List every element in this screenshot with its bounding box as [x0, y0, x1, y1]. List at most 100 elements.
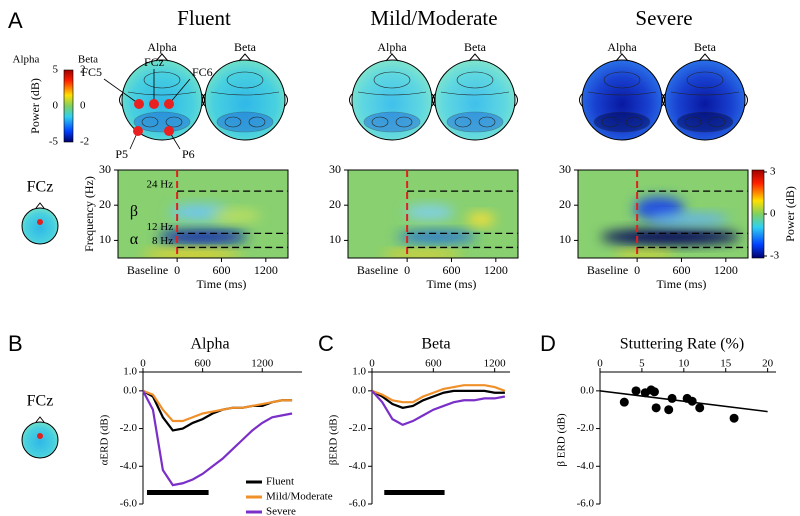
x-tick-label: 0 [597, 358, 603, 370]
topo-contour [371, 116, 389, 128]
x-tick-label: 0 [404, 263, 410, 277]
spectrogram-frame [347, 169, 519, 259]
topo-ear [744, 93, 748, 107]
topoplot [434, 59, 516, 141]
topo-ear [202, 93, 206, 107]
power-blob [648, 213, 729, 226]
scatter-point [649, 387, 659, 397]
y-tick-label: 0.0 [352, 384, 366, 396]
scatter-point [619, 397, 629, 407]
group-title: Mild/Moderate [370, 6, 497, 30]
topo-ear [349, 93, 353, 107]
y-tick-label: 20 [99, 197, 111, 211]
topo-title: Beta [694, 40, 717, 54]
group-title: Severe [635, 6, 692, 30]
legend-label: Fluent [266, 476, 294, 488]
electrode-label: FC6 [192, 65, 213, 79]
y-tick-label: -4.0 [349, 460, 367, 472]
topo-contour [226, 71, 264, 89]
topo-title: Alpha [607, 40, 637, 54]
electrode-dot [133, 126, 143, 136]
topo-contour [686, 71, 724, 89]
colorbar-title: Alpha [13, 54, 40, 66]
topo-contour [587, 91, 657, 96]
x-tick-label: 0 [634, 263, 640, 277]
y-tick-label: -4.0 [120, 460, 138, 472]
scatter-point [631, 386, 641, 396]
y-tick-label: -4.0 [577, 460, 595, 472]
topo-contour [143, 71, 181, 89]
topo-contour [395, 116, 413, 128]
y-tick-label: -6.0 [349, 498, 367, 510]
power-blob [467, 213, 496, 226]
baseline-label: Baseline [357, 263, 398, 277]
colorbar-tick-label: -3 [770, 250, 780, 262]
y-tick-label: 0.0 [123, 384, 137, 396]
electrode-label: P6 [182, 147, 195, 161]
power-blob [614, 250, 675, 258]
electrode-leader [168, 78, 191, 105]
topo-nose [238, 53, 252, 62]
x-tick-label: 600 [425, 358, 442, 370]
power-blob [404, 205, 455, 220]
topo-title: Beta [464, 40, 487, 54]
panel-label: C [318, 331, 334, 356]
x-tick-label: 0 [369, 358, 375, 370]
legend-label: Mild/Moderate [266, 491, 333, 503]
x-tick-label: 0 [140, 358, 146, 370]
power-blob [600, 228, 741, 245]
spectrogram-frame [117, 169, 289, 259]
topo-contour [456, 71, 494, 89]
colorbar-title: Beta [78, 54, 98, 66]
x-tick-label: 600 [194, 358, 211, 370]
x-tick-label: 600 [672, 263, 690, 277]
electrode-label: P5 [115, 147, 128, 161]
y-tick-label: -2.0 [120, 422, 138, 434]
topo-contour [670, 91, 740, 96]
topo-ear [284, 93, 288, 107]
panel-label: A [8, 8, 23, 33]
power-blob [141, 249, 242, 258]
topo-contour [593, 111, 651, 133]
electrode-dot [164, 126, 174, 136]
topo-ear [432, 93, 436, 107]
band-name: α [130, 231, 139, 248]
scatter-point [695, 403, 705, 413]
colorbar-label: Power (dB) [783, 186, 797, 242]
scatter-point [729, 413, 739, 423]
spectrogram [348, 170, 518, 258]
x-axis-label: Time (ms) [657, 277, 707, 291]
topo-contour [625, 116, 643, 128]
topo-ear [514, 93, 518, 107]
series-line [371, 384, 506, 404]
topo-contour [165, 116, 183, 128]
baseline-label: Baseline [127, 263, 168, 277]
colorbar [751, 169, 765, 259]
topo-ear [119, 93, 123, 107]
topo-contour [684, 116, 702, 128]
head-icon [21, 421, 59, 459]
y-tick-label: 10 [99, 232, 111, 246]
spectrogram [118, 170, 288, 258]
topo-contour [210, 91, 280, 96]
band-label: 12 Hz [147, 221, 174, 233]
x-axis-label: Time (ms) [197, 277, 247, 291]
y-axis-label: βERD (dB) [328, 414, 340, 465]
topo-contour [127, 91, 197, 96]
x-tick-label: 10 [678, 358, 690, 370]
topo-nose [698, 53, 712, 62]
y-tick-label: 20 [329, 197, 341, 211]
channel-label: FCz [27, 393, 54, 410]
x-tick-label: 1200 [714, 263, 738, 277]
panel-label: D [540, 331, 556, 356]
y-tick-label: 10 [329, 232, 341, 246]
x-tick-label: 5 [639, 358, 645, 370]
topoplot [664, 59, 746, 141]
power-blob [396, 230, 477, 243]
scatter-point [664, 405, 674, 415]
legend-label: Severe [266, 506, 296, 516]
chart-title: Stuttering Rate (%) [620, 336, 744, 353]
y-axis-label: Frequency (Hz) [82, 176, 96, 252]
topo-nose [385, 53, 399, 62]
y-tick-label: -6.0 [120, 498, 138, 510]
